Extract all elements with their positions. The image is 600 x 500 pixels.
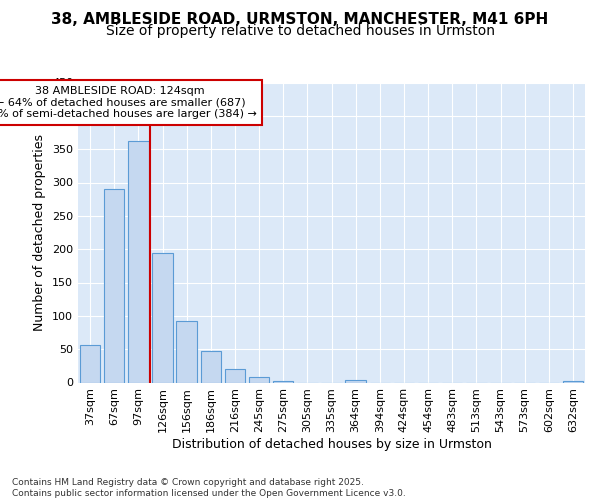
Bar <box>152 252 173 382</box>
Bar <box>128 141 149 382</box>
Bar <box>563 380 583 382</box>
Bar <box>176 320 197 382</box>
Text: Contains HM Land Registry data © Crown copyright and database right 2025.
Contai: Contains HM Land Registry data © Crown c… <box>12 478 406 498</box>
Text: 38 AMBLESIDE ROAD: 124sqm
← 64% of detached houses are smaller (687)
36% of semi: 38 AMBLESIDE ROAD: 124sqm ← 64% of detac… <box>0 86 257 119</box>
Text: Size of property relative to detached houses in Urmston: Size of property relative to detached ho… <box>106 24 494 38</box>
Bar <box>224 369 245 382</box>
X-axis label: Distribution of detached houses by size in Urmston: Distribution of detached houses by size … <box>172 438 491 451</box>
Bar <box>346 380 366 382</box>
Y-axis label: Number of detached properties: Number of detached properties <box>34 134 46 331</box>
Text: 38, AMBLESIDE ROAD, URMSTON, MANCHESTER, M41 6PH: 38, AMBLESIDE ROAD, URMSTON, MANCHESTER,… <box>52 12 548 28</box>
Bar <box>80 344 100 383</box>
Bar <box>249 376 269 382</box>
Bar <box>104 189 124 382</box>
Bar <box>200 350 221 382</box>
Bar <box>273 380 293 382</box>
